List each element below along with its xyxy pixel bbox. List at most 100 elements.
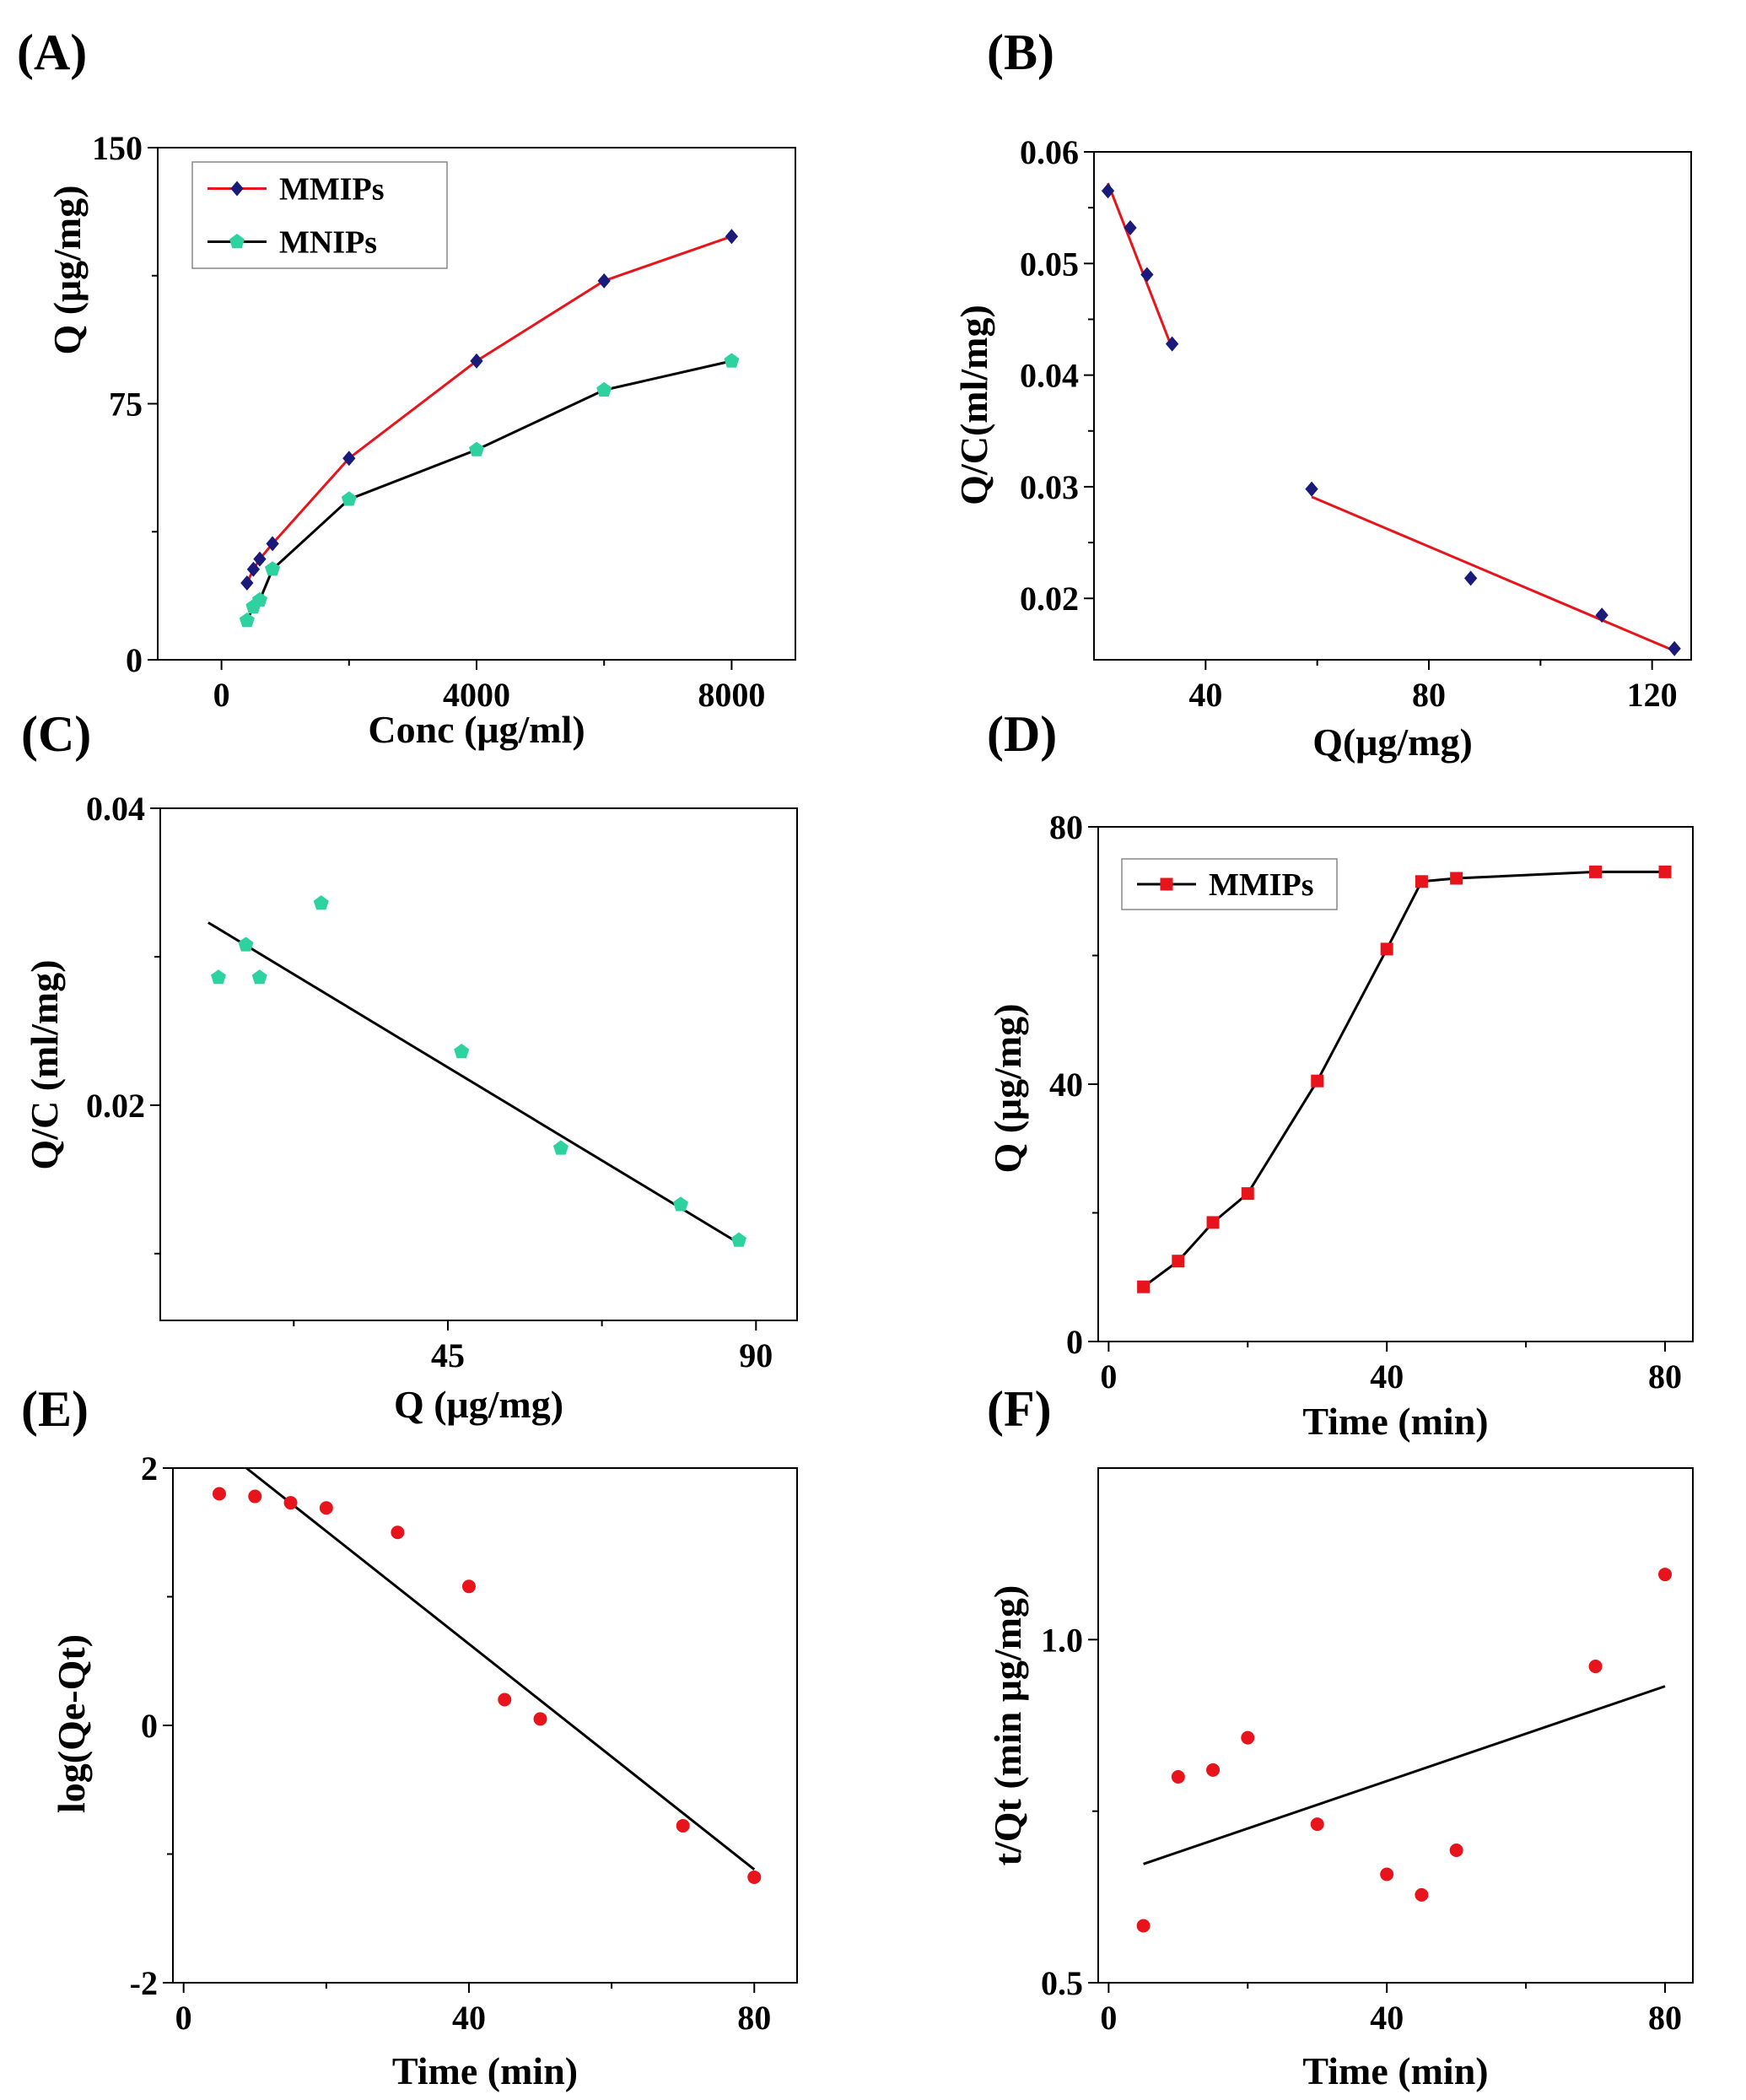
x-tick-label: 0 bbox=[175, 1999, 192, 2037]
legend-label: MNIPs bbox=[279, 225, 377, 261]
data-point-mnips bbox=[251, 591, 267, 607]
y-tick-label: 0.06 bbox=[1020, 133, 1079, 171]
data-point-mmips bbox=[1658, 865, 1672, 878]
data-point-mmips bbox=[1172, 1255, 1185, 1268]
panel-label: (D) bbox=[987, 706, 1057, 762]
data-point bbox=[1588, 1660, 1603, 1674]
data-point-mmips bbox=[1380, 942, 1393, 956]
x-tick-label: 80 bbox=[1412, 676, 1446, 714]
series-line-mmips bbox=[1142, 870, 1665, 1288]
data-point-mnips bbox=[596, 381, 612, 397]
x-tick-label: 0 bbox=[213, 676, 230, 714]
data-point bbox=[1101, 183, 1115, 199]
data-point bbox=[1595, 607, 1609, 624]
data-point bbox=[391, 1525, 405, 1540]
legend-label: MMIPs bbox=[279, 172, 385, 208]
x-tick-label: 120 bbox=[1627, 676, 1678, 714]
panel-a: (A) 0 75 150 0 4000 8000 Conc (μg/ml) Q (μg/mg) M… bbox=[17, 24, 796, 751]
y-tick-label: 75 bbox=[109, 386, 143, 424]
data-point bbox=[1136, 1919, 1151, 1933]
data-point bbox=[1165, 336, 1179, 352]
data-point bbox=[1206, 1763, 1221, 1777]
data-point-mmips bbox=[240, 575, 254, 591]
data-point-mmips bbox=[1206, 1216, 1220, 1229]
panel-label: (E) bbox=[21, 1381, 89, 1437]
data-point bbox=[251, 969, 267, 985]
data-point-mmips bbox=[1415, 875, 1428, 888]
data-point bbox=[1380, 1867, 1394, 1881]
data-point bbox=[211, 969, 226, 985]
data-point bbox=[313, 895, 329, 910]
data-point bbox=[238, 937, 254, 952]
x-axis-title: Time (min) bbox=[1302, 2049, 1488, 2092]
panel-label: (C) bbox=[21, 706, 91, 762]
legend-marker bbox=[1160, 877, 1173, 891]
x-tick-label: 40 bbox=[1370, 1999, 1404, 2037]
data-point-mmips bbox=[266, 536, 279, 552]
y-tick-label: 40 bbox=[1049, 1066, 1083, 1104]
y-tick-label: 0 bbox=[126, 641, 143, 679]
x-tick-label: 0 bbox=[1100, 1999, 1117, 2037]
data-point bbox=[1171, 1770, 1185, 1784]
y-tick-label: 80 bbox=[1049, 808, 1083, 846]
x-tick-label: 80 bbox=[1648, 1358, 1682, 1396]
y-tick-label: 150 bbox=[92, 129, 143, 167]
y-tick-label: 0.03 bbox=[1020, 468, 1079, 506]
data-point bbox=[533, 1712, 547, 1726]
panel-label: (B) bbox=[987, 24, 1054, 80]
y-tick-label: -2 bbox=[130, 1964, 158, 2002]
x-tick-label: 80 bbox=[1648, 1999, 1682, 2037]
y-tick-label: 0.04 bbox=[1020, 357, 1079, 395]
data-point bbox=[498, 1692, 512, 1707]
x-tick-label: 90 bbox=[739, 1336, 773, 1374]
x-axis-title: Q(μg/mg) bbox=[1312, 721, 1473, 764]
data-point-mmips bbox=[725, 229, 739, 245]
x-tick-label: 40 bbox=[1370, 1358, 1404, 1396]
y-tick-label: 0.5 bbox=[1041, 1964, 1083, 2002]
data-point-mmips bbox=[253, 551, 267, 567]
data-point-mnips bbox=[341, 491, 357, 506]
y-tick-label: 1.0 bbox=[1041, 1621, 1083, 1659]
data-point bbox=[212, 1487, 226, 1501]
data-point bbox=[676, 1818, 690, 1833]
y-tick-label: 0.05 bbox=[1020, 245, 1079, 283]
x-tick-label: 4000 bbox=[443, 676, 510, 714]
panel-label: (F) bbox=[987, 1381, 1052, 1437]
data-point-mmips bbox=[1137, 1280, 1151, 1293]
y-axis-title: Q (μg/mg) bbox=[986, 1003, 1029, 1173]
data-point bbox=[1241, 1730, 1255, 1745]
data-point-mmips bbox=[342, 451, 356, 467]
data-point bbox=[1415, 1887, 1429, 1902]
x-tick-label: 0 bbox=[1100, 1358, 1117, 1396]
data-point-mmips bbox=[1589, 865, 1603, 878]
y-axis-title: Q/C (ml/mg) bbox=[23, 959, 66, 1169]
x-tick-label: 40 bbox=[1188, 676, 1222, 714]
data-point bbox=[1124, 219, 1137, 235]
data-point-mnips bbox=[265, 561, 281, 576]
data-point bbox=[1449, 1844, 1463, 1858]
legend-box bbox=[191, 161, 448, 269]
y-tick-label: 0.04 bbox=[86, 790, 145, 828]
fit-line bbox=[1143, 1685, 1666, 1865]
data-point bbox=[673, 1196, 688, 1212]
data-point bbox=[1310, 1817, 1324, 1832]
y-tick-label: 0.02 bbox=[1020, 580, 1079, 618]
fit-line bbox=[1311, 495, 1675, 652]
fit-line bbox=[245, 1466, 756, 1871]
x-tick-label: 80 bbox=[737, 1999, 771, 2037]
data-point-mmips bbox=[246, 561, 261, 577]
legend: MMIPs MNIPs bbox=[191, 161, 448, 269]
legend-marker bbox=[230, 181, 244, 197]
panel-f: (F) 0.5 1.0 0 40 80 Time (min) t/Qt (min μg/mg) bbox=[986, 1381, 1694, 2092]
x-tick-label: 40 bbox=[452, 1999, 486, 2037]
y-axis-title: log(Qe-Qt) bbox=[50, 1634, 93, 1813]
x-tick-label: 8000 bbox=[698, 676, 765, 714]
y-axis-title: t/Qt (min μg/mg) bbox=[986, 1585, 1029, 1866]
panel-d: (D) 0 40 80 0 40 80 Time (min) Q (μg/mg) MMIPs bbox=[986, 706, 1694, 1443]
data-point bbox=[454, 1044, 470, 1059]
data-point bbox=[319, 1501, 333, 1515]
data-point bbox=[1463, 570, 1478, 586]
plot-frame bbox=[1097, 1467, 1694, 1984]
